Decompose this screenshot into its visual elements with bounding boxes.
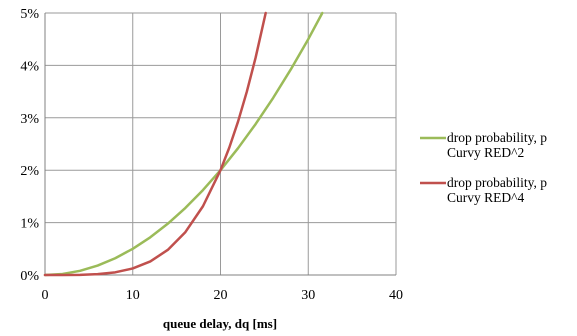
y-tick-1: 1% (20, 217, 39, 232)
legend-label-1-line-1: drop probability, p (447, 130, 547, 145)
x-tick-40: 40 (389, 288, 403, 303)
x-tick-30: 30 (301, 288, 315, 303)
x-tick-0: 0 (42, 288, 49, 303)
y-tick-2: 2% (20, 164, 39, 179)
legend-label-2-line-2: Curvy RED^4 (447, 190, 524, 205)
series-line-1 (43, 11, 324, 277)
gridlines (45, 12, 397, 275)
y-tick-labels: 0% 1% 2% 3% 4% 5% (20, 7, 39, 284)
y-tick-4: 4% (20, 59, 39, 74)
y-tick-3: 3% (20, 112, 39, 127)
x-tick-10: 10 (126, 288, 140, 303)
series-lines (43, 11, 324, 277)
series-line-2 (43, 11, 267, 277)
legend-label-2-line-1: drop probability, p (447, 175, 547, 190)
legend-label-1-line-2: Curvy RED^2 (447, 145, 524, 160)
y-tick-5: 5% (20, 7, 39, 22)
axes (44, 13, 396, 276)
y-tick-0: 0% (20, 269, 39, 284)
x-tick-20: 20 (214, 288, 228, 303)
x-tick-labels: 0 10 20 30 40 (42, 288, 404, 303)
x-axis-label: queue delay, dq [ms] (163, 316, 277, 331)
